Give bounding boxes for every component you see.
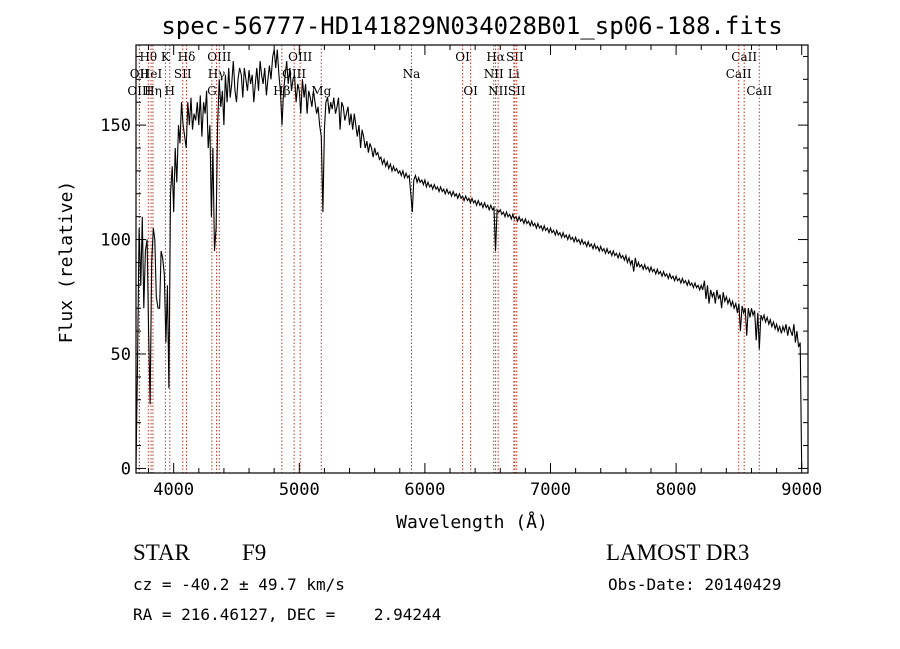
line-label-9: OIII (207, 50, 231, 64)
y-tick-label-3: 150 (100, 116, 131, 136)
chart-title: spec-56777-HD141829N034028B01_sp06-188.f… (161, 12, 782, 40)
line-label-19: Hα (486, 50, 505, 64)
line-label-26: CaII (726, 67, 752, 81)
x-tick-label-3: 7000 (530, 480, 571, 500)
line-label-25: CaII (731, 50, 757, 64)
line-label-15: Mg (311, 84, 331, 98)
line-label-18: OI (463, 84, 478, 98)
y-tick-label-2: 100 (100, 231, 131, 251)
line-label-8: H (165, 84, 175, 98)
object-class: STAR (133, 540, 190, 565)
line-label-22: SII (506, 50, 524, 64)
line-label-0: Hθ (139, 50, 157, 64)
line-label-23: Li (508, 67, 520, 81)
line-label-4: Hη (144, 84, 162, 98)
line-label-3: HeI (140, 67, 163, 81)
x-axis-ticks: 4000 5000 6000 7000 8000 9000 (148, 45, 822, 500)
line-label-20: NII (484, 67, 504, 81)
x-tick-label-1: 5000 (279, 480, 320, 500)
x-tick-label-2: 6000 (404, 480, 445, 500)
line-label-14: Hβ (273, 84, 290, 98)
line-label-12: OIII (288, 50, 312, 64)
line-label-5: K (161, 50, 171, 64)
line-label-17: OI (455, 50, 470, 64)
y-axis-ticks: 0 50 100 150 (100, 55, 808, 479)
y-tick-label-1: 50 (111, 345, 131, 365)
y-axis-label: Flux (relative) (56, 181, 77, 344)
survey-name: LAMOST DR3 (606, 540, 750, 565)
line-label-7: Hδ (178, 50, 196, 64)
line-label-21: NII (488, 84, 508, 98)
line-label-11: G (207, 84, 217, 98)
x-axis-label: Wavelength (Å) (396, 511, 548, 533)
y-tick-label-0: 0 (121, 459, 131, 479)
x-tick-label-5: 9000 (781, 480, 822, 500)
plot-frame (135, 44, 809, 474)
line-label-24: SII (508, 84, 526, 98)
line-label-16: Na (403, 67, 421, 81)
observation-date: Obs-Date: 20140429 (608, 575, 782, 594)
x-tick-label-0: 4000 (153, 480, 194, 500)
spectrum-series-line (135, 49, 803, 469)
object-subclass: F9 (242, 540, 267, 565)
redshift-velocity: cz = -40.2 ± 49.7 km/s (133, 575, 345, 594)
line-label-2: OIII (127, 84, 151, 98)
line-label-6: SII (174, 67, 192, 81)
line-label-27: CaII (746, 84, 772, 98)
coordinates: RA = 216.46127, DEC = 2.94244 (133, 605, 442, 624)
x-tick-label-4: 8000 (656, 480, 697, 500)
line-label-10: Hγ (208, 67, 226, 81)
